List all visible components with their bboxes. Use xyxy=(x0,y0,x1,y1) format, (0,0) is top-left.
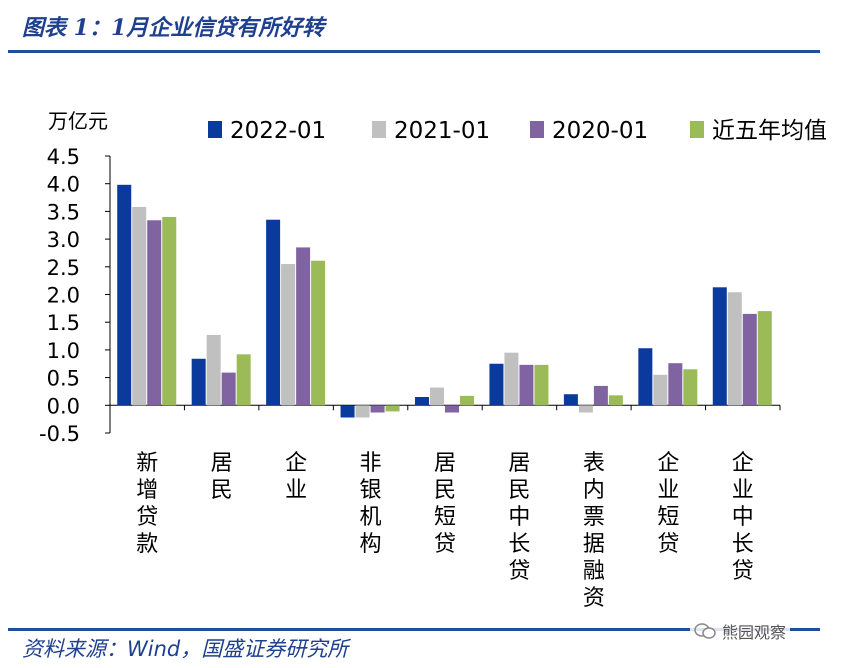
wechat-watermark: 熊园观察 xyxy=(690,619,791,643)
bar-2021-01-表内票据融资 xyxy=(578,405,593,413)
chart-title: 图表 1：1月企业信贷有所好转 xyxy=(22,15,325,41)
x-category-label: 居民短贷 xyxy=(434,451,456,557)
bar-近五年均值-居民短贷 xyxy=(460,395,474,406)
bar-2020-01-居民 xyxy=(221,372,236,406)
y-tick-label: 0.5 xyxy=(47,367,80,391)
legend-swatch-2020-01 xyxy=(530,121,544,138)
bar-2020-01-企业短贷 xyxy=(668,363,683,406)
bar-2021-01-居民 xyxy=(206,334,221,406)
bar-2021-01-企业短贷 xyxy=(653,374,668,406)
bar-2021-01-新增贷款 xyxy=(132,206,147,406)
y-axis-unit-label: 万亿元 xyxy=(48,109,108,133)
bar-近五年均值-表内票据融资 xyxy=(608,395,623,406)
bar-2022-01-居民中长贷 xyxy=(489,363,504,406)
bar-近五年均值-企业 xyxy=(311,260,326,406)
bar-2020-01-居民短贷 xyxy=(445,405,459,413)
bar-近五年均值-企业中长贷 xyxy=(757,311,772,406)
y-tick-label: 3.0 xyxy=(47,228,80,252)
bar-2022-01-企业短贷 xyxy=(638,348,653,406)
bar-2022-01-企业中长贷 xyxy=(712,287,727,406)
bar-2021-01-企业中长贷 xyxy=(727,292,742,406)
bar-2021-01-居民中长贷 xyxy=(504,352,519,406)
x-category-label: 居民 xyxy=(211,451,233,503)
bar-2020-01-企业中长贷 xyxy=(742,313,757,406)
x-category-label: 企业中长贷 xyxy=(732,451,754,584)
bar-2022-01-表内票据融资 xyxy=(563,394,578,406)
legend-swatch-2021-01 xyxy=(372,121,386,138)
top-rule xyxy=(8,50,820,53)
y-tick-label: 3.5 xyxy=(47,200,80,224)
y-tick-label: -0.5 xyxy=(39,422,80,446)
watermark-text: 熊园观察 xyxy=(722,623,787,642)
bar-2022-01-企业 xyxy=(266,219,281,406)
legend-swatch-2022-01 xyxy=(208,121,222,138)
bar-2021-01-非银机构 xyxy=(355,405,370,418)
bar-近五年均值-居民 xyxy=(236,354,251,406)
y-tick-label: 4.5 xyxy=(47,145,80,169)
bar-近五年均值-新增贷款 xyxy=(162,216,177,406)
legend-label: 近五年均值 xyxy=(712,118,827,144)
y-tick-label: 1.0 xyxy=(47,339,80,363)
bar-2022-01-非银机构 xyxy=(340,405,355,418)
x-category-label: 新增贷款 xyxy=(136,451,158,557)
y-tick-label: 0.0 xyxy=(47,394,80,418)
wechat-icon xyxy=(694,623,716,639)
x-category-label: 企业短贷 xyxy=(657,451,679,557)
y-tick-label: 4.0 xyxy=(47,173,80,197)
x-category-label: 企业 xyxy=(285,451,307,503)
bar-2020-01-非银机构 xyxy=(370,405,385,413)
legend-label: 2020-01 xyxy=(552,118,648,144)
legend-label: 2021-01 xyxy=(394,118,490,144)
x-category-label: 表内票据融资 xyxy=(583,451,605,611)
bar-2020-01-企业 xyxy=(296,247,311,406)
bar-近五年均值-非银机构 xyxy=(385,405,400,412)
legend-swatch-近五年均值 xyxy=(690,121,704,138)
bar-2021-01-企业 xyxy=(281,264,296,406)
bar-近五年均值-企业短贷 xyxy=(683,369,698,406)
bar-2022-01-居民 xyxy=(191,358,206,406)
y-tick-label: 2.5 xyxy=(47,256,80,280)
y-tick-label: 2.0 xyxy=(47,284,80,308)
bar-2022-01-新增贷款 xyxy=(117,184,132,406)
x-category-label: 居民中长贷 xyxy=(508,451,530,584)
bottom-rule xyxy=(8,628,820,631)
x-category-label: 非银机构 xyxy=(360,451,382,557)
bar-2022-01-居民短贷 xyxy=(415,396,429,406)
bar-2020-01-新增贷款 xyxy=(147,220,162,406)
legend-label: 2022-01 xyxy=(230,118,326,144)
bar-2020-01-居民中长贷 xyxy=(519,364,534,406)
bar-2021-01-居民短贷 xyxy=(430,387,444,406)
source-note: 资料来源：Wind，国盛证券研究所 xyxy=(22,637,349,661)
y-tick-label: 1.5 xyxy=(47,311,80,335)
bar-近五年均值-居民中长贷 xyxy=(534,364,549,406)
bar-2020-01-表内票据融资 xyxy=(593,385,608,406)
